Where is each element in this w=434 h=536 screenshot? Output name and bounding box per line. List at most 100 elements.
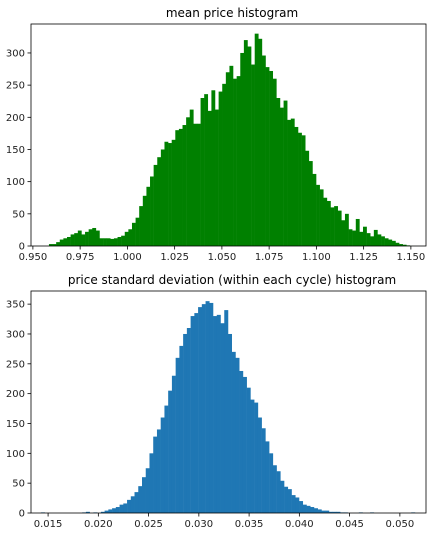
y-tick-label: 150: [6, 419, 25, 430]
y-tick-label: 250: [6, 359, 25, 370]
histogram-bar: [99, 238, 104, 246]
histogram-bar: [328, 511, 333, 513]
histogram-bar: [280, 480, 285, 513]
histogram-bar: [135, 217, 140, 246]
histogram-bar: [336, 511, 341, 513]
histogram-bar: [384, 238, 389, 246]
histogram-bar: [348, 229, 353, 246]
histogram-bar: [67, 236, 71, 246]
histogram-bar: [332, 511, 337, 513]
histogram-bar: [287, 119, 292, 246]
bars: [48, 33, 411, 247]
x-tick-label: 0.020: [84, 519, 113, 530]
histogram-bar: [207, 110, 212, 247]
histogram-bar: [279, 107, 284, 247]
histogram-bar: [388, 239, 393, 246]
histogram-bar: [239, 370, 244, 513]
histogram-bar: [308, 161, 313, 246]
histogram-bar: [108, 509, 113, 513]
histogram-bar: [142, 195, 147, 246]
histogram-bar: [258, 38, 263, 246]
histogram-bar: [240, 52, 245, 247]
histogram-bar: [186, 117, 190, 246]
histogram-bar: [70, 234, 75, 246]
histogram-bar: [229, 65, 234, 246]
histogram-bar: [156, 429, 161, 513]
histogram-bar: [117, 236, 122, 246]
histogram-bar: [146, 186, 151, 246]
histogram-bar: [298, 132, 302, 246]
axes-frame: [30, 290, 427, 514]
histogram-bar: [186, 328, 191, 513]
histogram-bar: [124, 231, 129, 246]
histogram-bar: [243, 40, 248, 247]
histogram-bar: [193, 123, 198, 246]
histogram-bar: [215, 109, 219, 246]
histogram-bar: [261, 55, 266, 246]
histogram-bar: [251, 64, 255, 246]
histogram-bar: [171, 375, 176, 513]
x-tick-label: 0.950: [19, 252, 48, 263]
histogram-bar: [134, 492, 139, 513]
histogram-bar: [171, 139, 176, 246]
y-tick-label: 100: [6, 449, 25, 460]
histogram-bar: [128, 229, 133, 246]
histogram-bar: [265, 441, 270, 513]
histogram-bar: [363, 226, 367, 246]
histogram-bar: [341, 220, 346, 246]
histogram-bar: [310, 507, 315, 513]
x-tick-label: 1.050: [208, 252, 237, 263]
histogram-bar: [211, 90, 216, 246]
histogram-bar: [317, 509, 322, 513]
x-tick-label: 1.100: [302, 252, 331, 263]
mean-price-histogram: mean price histogram 0.950 0.975 1.000 1.02…: [6, 6, 427, 263]
histogram-bar: [142, 477, 146, 513]
y-tick-label: 200: [6, 113, 25, 124]
x-tick-label: 1.150: [397, 252, 426, 263]
histogram-bar: [59, 239, 64, 246]
histogram-bar: [323, 197, 328, 246]
histogram-bar: [153, 164, 158, 246]
histogram-bar: [301, 135, 306, 246]
histogram-bar: [183, 333, 188, 513]
histogram-bar: [130, 496, 135, 513]
histogram-bar: [175, 130, 180, 246]
histogram-bar: [276, 471, 281, 513]
x-tick-label: 0.025: [134, 519, 163, 530]
x-tick-label: 1.025: [160, 252, 189, 263]
x-tick-label: 0.975: [66, 252, 95, 263]
histogram-bar: [366, 233, 371, 246]
histogram-bar: [377, 234, 382, 246]
y-tick-label: 50: [12, 209, 25, 220]
y-tick-label: 300: [6, 48, 25, 59]
histogram-bar: [370, 236, 375, 246]
x-tick-label: 0.015: [34, 519, 63, 530]
histogram-bar: [56, 242, 61, 246]
histogram-bar: [316, 184, 320, 246]
histogram-bar: [325, 510, 330, 513]
histogram-bar: [294, 126, 299, 246]
histogram-bar: [236, 76, 241, 247]
histogram-bar: [330, 207, 335, 246]
histogram-bar: [218, 91, 223, 246]
histogram-bar: [106, 238, 111, 246]
histogram-bar: [290, 118, 295, 246]
x-tick-label: 1.125: [349, 252, 378, 263]
histogram-bar: [247, 46, 252, 246]
histogram-bar: [265, 67, 270, 246]
histogram-bar: [175, 357, 180, 513]
histogram-bar: [391, 240, 396, 246]
histogram-bar: [216, 314, 221, 513]
histogram-bar: [85, 511, 90, 513]
chart-title: mean price histogram: [166, 6, 298, 20]
price-std-histogram: price standard deviation (within each cy…: [6, 273, 427, 530]
histogram-bar: [220, 323, 225, 513]
y-tick-label: 50: [12, 479, 25, 490]
y-tick-label: 0: [19, 509, 25, 520]
histogram-bar: [305, 150, 310, 246]
histogram-bar: [201, 304, 206, 513]
histogram-bar: [198, 307, 203, 513]
histogram-bar: [228, 333, 232, 513]
histogram-bar: [168, 143, 172, 246]
